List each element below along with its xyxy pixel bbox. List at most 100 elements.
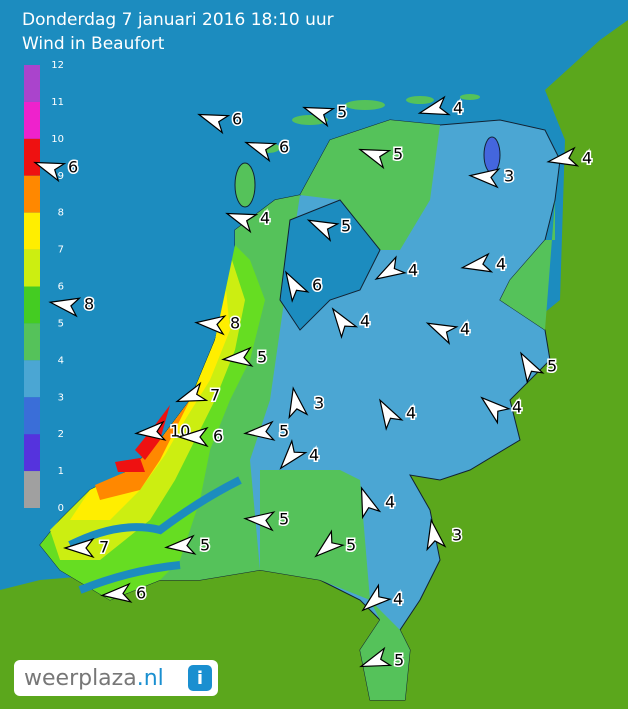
legend-label: 7	[58, 245, 64, 256]
wind-force: 6	[279, 138, 289, 157]
land-neighbours	[0, 20, 628, 709]
wind-force: 5	[279, 510, 289, 529]
wind-force: 5	[341, 217, 351, 236]
wind-force: 5	[200, 536, 210, 555]
wind-force: 8	[230, 314, 240, 333]
wind-arrow	[134, 420, 167, 441]
wind-arrow	[243, 420, 276, 441]
logo: weerplaza.nl	[24, 666, 164, 691]
wind-arrow	[243, 511, 276, 532]
wind-arrow	[177, 426, 209, 448]
legend-swatch	[24, 434, 40, 472]
wind-force: 6	[213, 427, 223, 446]
lake	[483, 136, 501, 174]
legend-label: 10	[51, 134, 64, 145]
wind-force: 6	[312, 276, 322, 295]
wind-arrow	[425, 322, 459, 345]
wind-arrow	[63, 537, 95, 559]
wind-arrow	[33, 161, 67, 183]
subtitle: Wind in Beaufort	[22, 34, 165, 54]
wind-arrow	[417, 95, 451, 116]
wind-force: 7	[99, 538, 109, 557]
legend-label: 11	[51, 97, 64, 108]
logo-icon-text: i	[197, 668, 203, 689]
wind-arrow	[197, 113, 231, 135]
legend-label: 2	[58, 429, 64, 440]
legend-swatch	[24, 360, 40, 398]
wind-arrow	[48, 297, 82, 318]
wind-arrow	[164, 534, 197, 555]
wind-arrow	[331, 307, 359, 340]
legend-label: 8	[58, 208, 64, 219]
island	[234, 162, 256, 208]
wind-arrow	[100, 582, 133, 603]
zone-6	[50, 260, 245, 560]
wind-arrow	[358, 148, 392, 170]
zone-4	[260, 470, 370, 600]
legend-label: 6	[58, 282, 64, 293]
legend-swatch	[24, 286, 40, 324]
wind-arrow	[175, 381, 209, 403]
wind-force: 6	[68, 158, 78, 177]
title: Donderdag 7 januari 2016 18:10 uur	[22, 10, 334, 30]
legend-label: 9	[58, 171, 64, 182]
wind-force: 5	[337, 103, 347, 122]
island	[345, 100, 385, 110]
wind-force: 5	[346, 536, 356, 555]
legend-label: 0	[58, 503, 64, 514]
ijsselmeer	[279, 199, 381, 331]
wind-force: 5	[394, 651, 404, 670]
logo-icon	[188, 665, 212, 691]
wind-arrow	[480, 396, 512, 425]
wind-force: 4	[360, 312, 370, 331]
wind-arrow	[302, 106, 336, 128]
legend-swatch	[24, 397, 40, 435]
legend-label: 12	[51, 60, 64, 71]
legend-swatch	[24, 471, 40, 508]
wind-arrow	[426, 518, 447, 552]
wind-force: 5	[547, 357, 557, 376]
estuaries	[68, 476, 242, 594]
legend-swatch	[24, 65, 40, 102]
wind-arrow	[225, 212, 259, 234]
legend-label: 3	[58, 392, 64, 403]
wind-force: 4	[496, 255, 506, 274]
wind-arrow	[279, 438, 308, 470]
legend-label: 5	[58, 318, 64, 329]
wind-force: 4	[385, 493, 395, 512]
wind-force: 4	[406, 404, 416, 423]
wind-arrow	[360, 486, 382, 520]
wind-force: 4	[453, 99, 463, 118]
wind-force: 4	[408, 261, 418, 280]
wind-arrow	[468, 168, 501, 189]
wind-force: 4	[309, 446, 319, 465]
wind-arrow	[285, 270, 310, 303]
wind-force: 3	[452, 526, 462, 545]
zone-8	[95, 400, 190, 500]
legend-swatch	[24, 249, 40, 287]
wind-arrow	[314, 529, 346, 558]
zone-9	[115, 458, 145, 472]
wind-arrow	[306, 219, 340, 242]
legend-swatch	[24, 212, 40, 250]
legend-label: 4	[58, 355, 64, 366]
wind-force: 5	[393, 145, 403, 164]
wind-force: 4	[260, 209, 270, 228]
zone-4	[500, 200, 555, 330]
wind-force: 3	[504, 167, 514, 186]
wind-force: 5	[279, 422, 289, 441]
wind-force: 8	[84, 295, 94, 314]
logo-box	[14, 660, 218, 696]
legend-swatch	[24, 175, 40, 213]
wind-force: 4	[512, 398, 522, 417]
wind-force: 6	[232, 110, 242, 129]
wind-arrow	[194, 315, 227, 336]
wind-arrow	[244, 141, 278, 163]
wind-arrow	[288, 386, 309, 420]
wind-force: 4	[393, 590, 403, 609]
logo-tld: .nl	[137, 666, 164, 691]
wind-force: 3	[314, 394, 324, 413]
legend-swatch	[24, 101, 40, 139]
